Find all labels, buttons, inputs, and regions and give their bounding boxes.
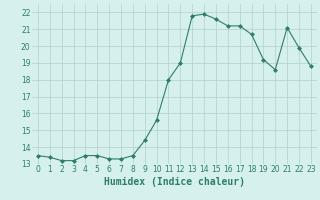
X-axis label: Humidex (Indice chaleur): Humidex (Indice chaleur) — [104, 177, 245, 187]
